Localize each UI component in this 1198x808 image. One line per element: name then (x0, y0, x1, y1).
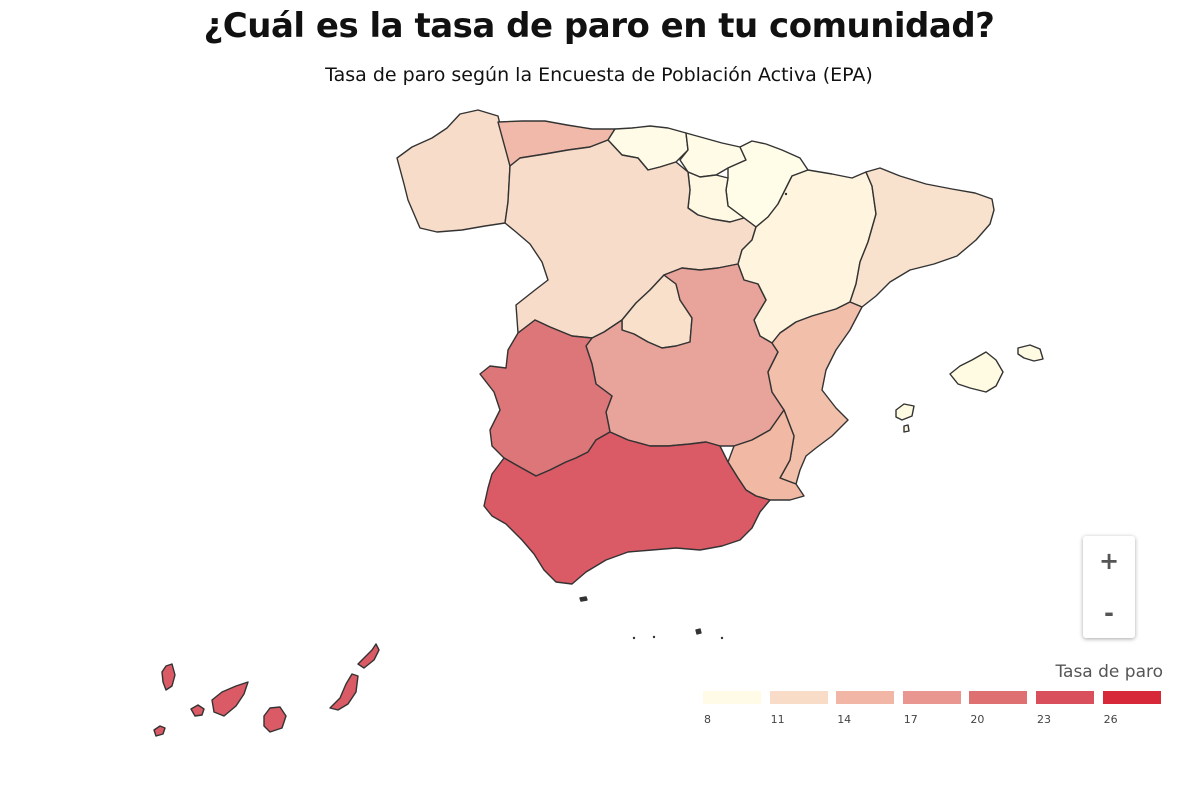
legend-swatch (703, 691, 761, 704)
region-baleares[interactable] (895, 403, 915, 421)
legend-swatch (836, 691, 895, 704)
page-title: ¿Cuál es la tasa de paro en tu comunidad… (203, 6, 995, 46)
region-canarias[interactable] (161, 663, 176, 691)
region-canarias[interactable] (329, 673, 359, 711)
region-canarias[interactable] (211, 681, 249, 717)
legend-swatch (769, 691, 828, 704)
region-galicia[interactable] (396, 109, 511, 233)
legend-tick-label: 11 (770, 713, 785, 726)
zoom-out-button[interactable]: - (1104, 599, 1114, 627)
legend-swatch (902, 691, 961, 704)
region-baleares[interactable] (949, 351, 1004, 393)
region-canarias[interactable] (263, 706, 287, 733)
legend-tick-label: 20 (970, 713, 985, 726)
region-baleares[interactable] (1017, 344, 1044, 362)
legend-tick-label: 23 (1037, 713, 1051, 726)
legend-swatch (1102, 691, 1161, 704)
region-melilla[interactable] (695, 628, 702, 635)
region-cataluna[interactable] (849, 167, 995, 308)
zoom-in-button[interactable]: + (1098, 547, 1120, 575)
islet-marker (652, 635, 656, 639)
region-andalucia[interactable] (483, 431, 771, 585)
legend-swatch (1036, 691, 1094, 704)
islet-marker (632, 636, 636, 640)
islet-marker (784, 192, 788, 196)
zoom-control: + - (1083, 536, 1135, 638)
region-canarias[interactable] (190, 704, 205, 717)
page-subtitle: Tasa de paro según la Encuesta de Poblac… (325, 64, 873, 86)
islet-marker (720, 636, 724, 640)
region-comunidad-valenciana[interactable] (767, 301, 863, 485)
region-baleares[interactable] (903, 424, 910, 433)
legend-tick-label: 14 (837, 713, 852, 726)
region-canarias[interactable] (357, 643, 380, 669)
legend-title: Tasa de paro (1055, 662, 1163, 682)
legend-tick-label: 17 (903, 713, 918, 726)
region-ceuta[interactable] (579, 596, 588, 602)
region-pais-vasco[interactable] (679, 132, 747, 178)
legend-tick-label: 8 (704, 713, 711, 726)
legend-swatch (969, 691, 1028, 704)
region-canarias[interactable] (153, 725, 166, 737)
legend-tick-label: 26 (1103, 713, 1118, 726)
